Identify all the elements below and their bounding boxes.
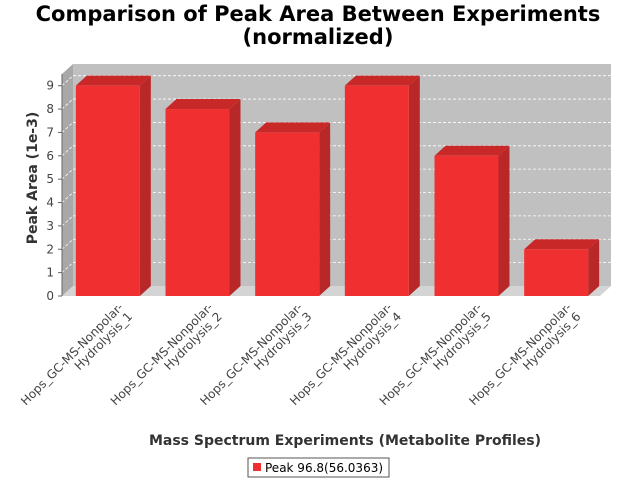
y-tick-label: 2 [46,242,54,256]
x-axis-tick-labels: Hops_GC-MS-Nonpolar-Hydrolysis_1Hops_GC-… [18,300,583,408]
bar-side [588,239,600,296]
y-axis: 0 1 2 3 4 5 6 7 8 9 [46,74,63,303]
y-tick-label: 4 [46,196,54,210]
y-tick-label: 0 [46,289,54,303]
gridline [61,262,74,273]
legend-label: Peak 96.8(56.0363) [265,461,383,475]
bar-top [524,239,600,250]
bar-front [255,132,320,296]
bar [434,145,510,296]
bar-side [408,75,420,297]
y-tick-label: 3 [46,219,54,233]
bar [344,75,420,297]
bar-top [75,75,151,86]
y-axis-label: Peak Area (1e-3) [25,112,41,245]
bar-front [524,249,589,296]
bar-front [75,85,140,297]
gridline [61,215,74,227]
bar-front [165,109,230,296]
legend: Peak 96.8(56.0363) [247,457,390,478]
y-tick-label: 9 [46,79,54,93]
plot-background [73,64,611,286]
gridline [61,238,74,250]
y-tick-label: 1 [46,266,54,280]
chart-title-line1: Comparison of Peak Area Between Experime… [36,2,601,26]
gridline [61,98,74,110]
bar [255,122,331,296]
bar-side [229,99,241,296]
gridline [61,122,74,133]
legend-box [247,457,390,478]
bar-top [255,122,331,133]
gridline [61,168,74,180]
x-tick-label-line: Hops_GC-MS-Nonpolar- [18,300,126,408]
gridline [61,75,74,86]
x-axis-label: Mass Spectrum Experiments (Metabolite Pr… [149,433,541,449]
bars [75,75,600,297]
y-tick-label: 5 [46,172,54,186]
y-tick-label: 8 [46,102,54,116]
gridline [61,192,74,203]
plot-area [61,64,611,296]
bar-side [139,75,151,297]
y-tick-label: 7 [46,125,54,139]
bar [165,99,241,296]
bar-top [344,75,420,86]
bar-front [344,85,409,297]
gridline [61,145,74,157]
bar [75,75,151,297]
plot-left-wall [62,64,73,296]
gridlines [61,75,611,273]
legend-swatch [253,463,261,471]
bar-top [434,145,510,156]
bar-side [498,145,510,296]
bar-front [434,155,499,296]
bar-top [165,99,241,110]
bar-side [319,122,331,296]
chart-title-line2: (normalized) [243,25,394,49]
bar [524,239,600,296]
y-tick-label: 6 [46,149,54,163]
